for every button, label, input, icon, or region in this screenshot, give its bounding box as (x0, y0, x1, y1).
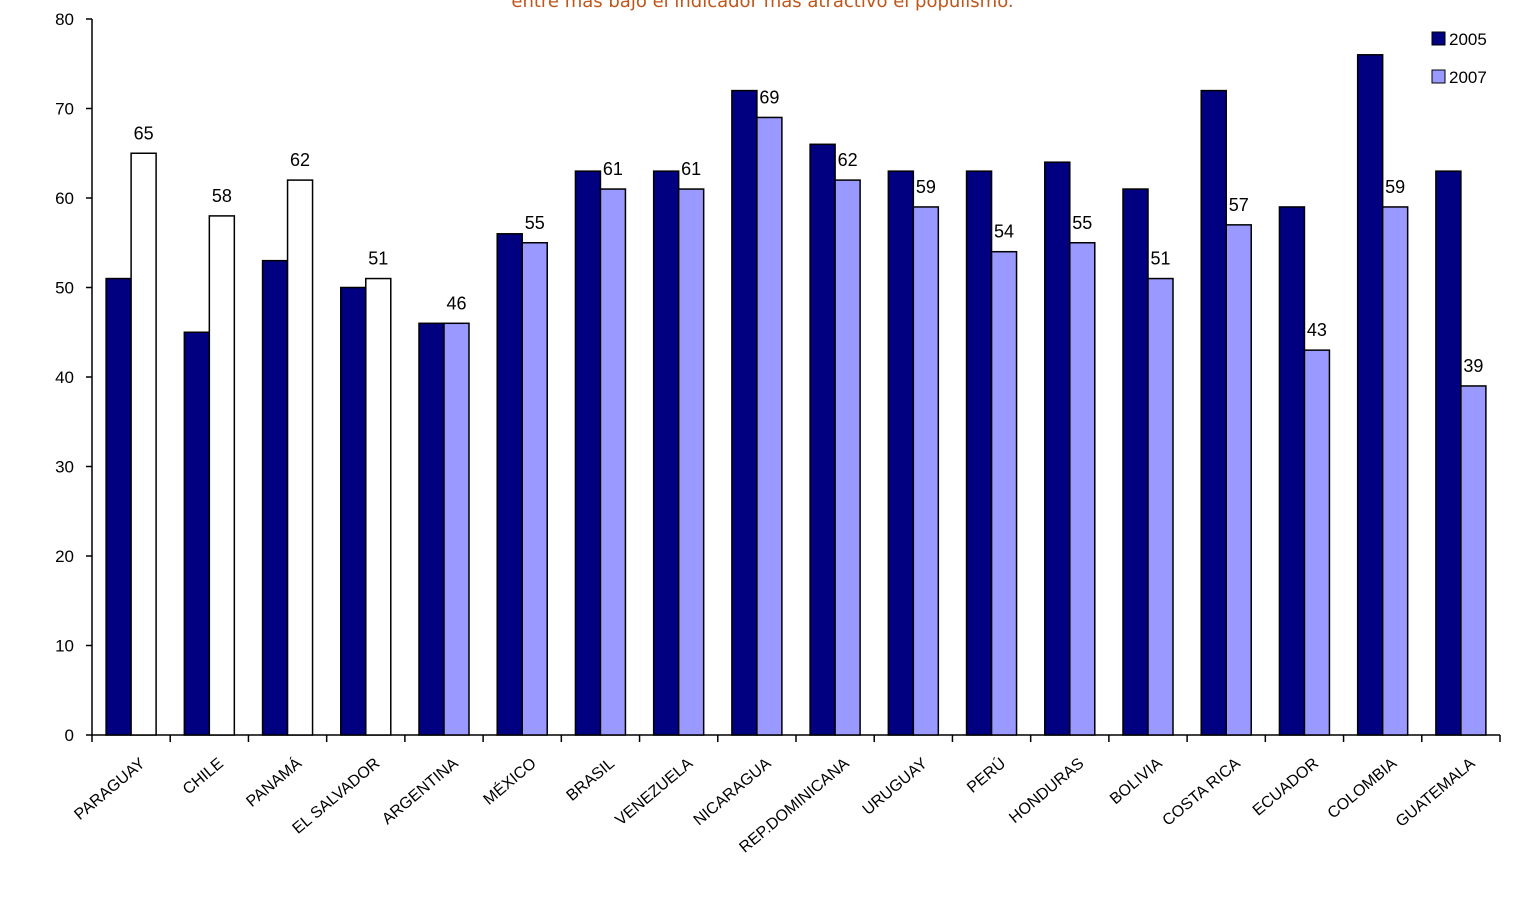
y-tick-label: 80 (55, 10, 74, 29)
x-category-label: URUGUAY (860, 755, 932, 819)
data-label-2007: 62 (838, 150, 858, 170)
y-tick-label: 20 (55, 547, 74, 566)
bar-2007 (1147, 277, 1174, 736)
data-label-2007: 61 (681, 159, 701, 179)
bar-2007 (130, 152, 157, 736)
x-category-label: GUATEMALA (1393, 755, 1479, 831)
bar-2005 (652, 170, 680, 736)
bar-2005 (731, 89, 758, 736)
legend-label-2005: 2005 (1449, 30, 1487, 49)
bar-2005 (418, 322, 445, 736)
y-tick-label: 30 (55, 458, 74, 477)
bar-2007 (1225, 224, 1252, 736)
y-tick-label: 0 (65, 726, 74, 745)
x-category-label: PERÚ (963, 754, 1009, 797)
y-tick-label: 10 (55, 637, 74, 656)
chart-bars (105, 54, 1487, 736)
bar-2005 (1200, 89, 1227, 736)
bar-2007 (521, 242, 548, 736)
bar-2005 (261, 259, 289, 736)
data-label-2007: 59 (1385, 177, 1405, 197)
data-label-2007: 43 (1307, 320, 1327, 340)
x-category-label: PARAGUAY (71, 755, 148, 824)
bar-2007 (1069, 242, 1096, 736)
bar-2005 (1044, 161, 1071, 736)
bar-2005 (1122, 188, 1149, 736)
x-category-label: ARGENTINA (379, 755, 462, 828)
x-category-label: CHILE (180, 755, 227, 798)
legend-swatch-2007 (1431, 69, 1446, 84)
y-tick-label: 40 (55, 368, 74, 387)
bar-2007 (365, 277, 392, 736)
x-category-label: MÉXICO (479, 754, 540, 809)
bar-2005 (496, 233, 523, 736)
x-category-label: HONDURAS (1006, 755, 1087, 827)
bar-2007 (834, 179, 861, 736)
x-category-label: BOLIVIA (1107, 755, 1166, 808)
chart-legend: 2005 2007 (1431, 30, 1487, 87)
data-label-2007: 54 (994, 222, 1014, 242)
x-category-label: BRASIL (563, 755, 618, 805)
legend-swatch-2005 (1431, 31, 1446, 46)
bar-2005 (887, 170, 915, 736)
x-category-label: COLOMBIA (1325, 755, 1401, 823)
data-label-2007: 55 (1072, 213, 1092, 233)
bar-2005 (340, 286, 367, 736)
data-label-2007: 57 (1229, 195, 1249, 215)
bar-2007 (443, 322, 470, 736)
bar-2005 (809, 143, 836, 736)
data-label-2007: 65 (134, 123, 154, 143)
y-tick-label: 50 (55, 279, 74, 298)
bar-2005 (183, 331, 211, 736)
data-label-2007: 59 (916, 177, 936, 197)
chart-axes: 0 10 20 30 40 50 60 70 80 (55, 10, 1501, 745)
bar-2005 (1356, 54, 1384, 736)
data-label-2007: 58 (212, 186, 232, 206)
bar-2007 (1303, 349, 1331, 736)
bar-2007 (677, 188, 705, 736)
data-label-2007: 51 (368, 249, 388, 269)
bar-2007 (208, 215, 236, 736)
data-label-2007: 62 (290, 150, 310, 170)
chart-title: entre más bajo el indicador más atractiv… (511, 0, 1014, 12)
data-label-2007: 39 (1463, 356, 1483, 376)
bar-2007 (990, 250, 1018, 736)
x-category-label: NICARAGUA (691, 755, 775, 829)
bar-2005 (574, 170, 602, 736)
legend-label-2007: 2007 (1449, 68, 1487, 87)
data-label-2007: 46 (446, 293, 466, 313)
data-label-2007: 55 (525, 213, 545, 233)
bar-2005 (965, 170, 993, 736)
bar-2007 (286, 179, 314, 736)
x-category-label: PANAMÁ (242, 753, 305, 810)
bar-2005 (1278, 206, 1306, 736)
data-label-2007: 61 (603, 159, 623, 179)
bar-2005 (1435, 170, 1462, 736)
bar-2007 (599, 188, 627, 736)
bar-2007 (1460, 385, 1487, 736)
x-category-label: ECUADOR (1250, 755, 1322, 819)
y-tick-label: 70 (55, 100, 74, 119)
bar-2007 (1381, 206, 1409, 736)
data-label-2007: 51 (1150, 249, 1170, 269)
x-category-label: VENEZUELA (612, 755, 696, 829)
bar-2007 (912, 206, 940, 736)
y-tick-label: 60 (55, 189, 74, 208)
bar-2007 (756, 116, 783, 736)
x-category-label: COSTA RICA (1160, 755, 1245, 830)
bar-2005 (105, 277, 132, 736)
data-label-2007: 69 (759, 87, 779, 107)
